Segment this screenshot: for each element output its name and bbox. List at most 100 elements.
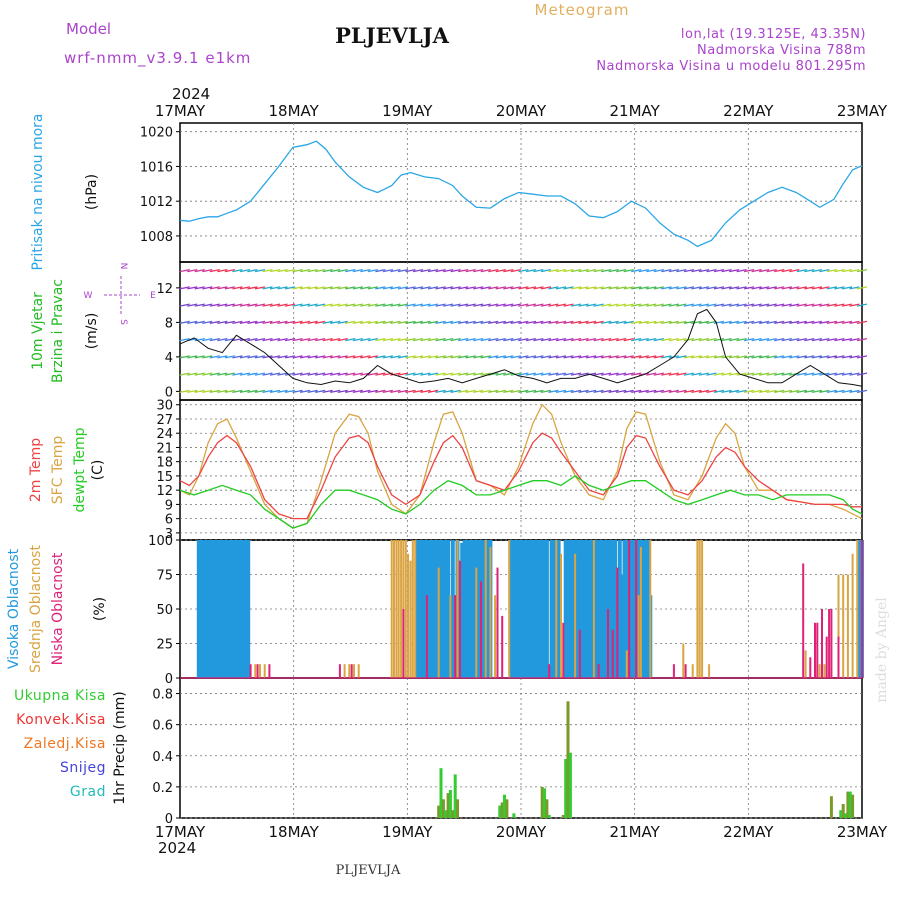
- wind-barb: [856, 389, 868, 394]
- wind-barb: [570, 320, 582, 325]
- wind-barb: [232, 355, 243, 359]
- wind-barb: [292, 372, 303, 376]
- wind-barb: [578, 303, 589, 307]
- wind-barb: [247, 389, 258, 394]
- wind-barb: [593, 268, 604, 273]
- wind-barb: [774, 389, 785, 394]
- wind-barb: [224, 268, 235, 273]
- wind-barb: [337, 303, 348, 307]
- altitude-label: Nadmorska Visina 788m: [697, 43, 866, 58]
- precip-bar: [839, 810, 843, 818]
- wind-barb: [706, 389, 717, 394]
- wind-barb: [194, 320, 205, 325]
- wind-barb: [743, 320, 755, 325]
- cloud-bar-0: [439, 540, 443, 678]
- wind-barb: [638, 389, 649, 394]
- precip-bar: [439, 768, 443, 818]
- wind-barb: [315, 337, 326, 342]
- cloud-bar-1: [560, 553, 562, 678]
- wind-barb: [269, 268, 281, 273]
- cloud-bar-1: [846, 574, 849, 678]
- wind-barb: [450, 355, 461, 359]
- cloud-bar-0: [540, 540, 545, 678]
- precip-bar: [512, 813, 516, 818]
- wind-barb: [239, 286, 251, 290]
- cloud-bar-0: [551, 540, 556, 678]
- wind-barb: [600, 389, 612, 394]
- wind-barb: [450, 268, 461, 273]
- ytick-label-pressure: 1016: [140, 160, 173, 175]
- wind-barb: [796, 303, 807, 307]
- cloud-bar-0: [196, 540, 201, 678]
- wind-barb: [435, 372, 446, 376]
- wind-barb: [179, 389, 190, 394]
- wind-barb: [510, 337, 521, 342]
- wind-barb: [510, 372, 521, 376]
- cloud-bar-0: [528, 540, 533, 678]
- wind-barb: [503, 286, 514, 290]
- wind-barb: [849, 337, 860, 342]
- cloud-bar-2: [597, 664, 600, 678]
- wind-barb: [488, 355, 499, 359]
- wind-barb: [352, 286, 363, 290]
- wind-barb: [480, 372, 491, 376]
- wind-barb: [397, 320, 409, 325]
- wind-barb: [247, 337, 258, 342]
- wind-barb: [269, 355, 281, 359]
- wind-barb: [683, 320, 695, 325]
- wind-barb: [209, 320, 220, 325]
- cloud-bar-2: [607, 609, 609, 678]
- wind-barb: [691, 286, 702, 290]
- wind-barb: [247, 320, 258, 325]
- wind-barb: [706, 355, 717, 359]
- wind-barb: [736, 268, 747, 273]
- wind-barb: [450, 389, 461, 394]
- wind-barb: [759, 268, 770, 273]
- cloud-bar-0: [215, 540, 220, 678]
- ytick-label-wind: 12: [156, 282, 173, 297]
- wind-barb: [706, 320, 717, 325]
- wind-barb: [187, 355, 198, 359]
- wind-barb: [841, 389, 853, 394]
- wind-barb: [804, 372, 815, 376]
- wind-barb: [292, 286, 303, 290]
- precip-legend-4: Grad: [70, 784, 106, 800]
- wind-barb: [488, 303, 499, 307]
- wind-barb: [826, 268, 838, 273]
- wind-barb: [743, 389, 755, 394]
- wind-barb: [442, 268, 454, 273]
- wind-barb: [269, 337, 281, 342]
- precip-bar: [844, 813, 847, 818]
- high-cloud-title: Visoka Oblacnost: [6, 548, 22, 669]
- wind-barb: [751, 303, 762, 307]
- wind-barb: [382, 268, 394, 273]
- wind-barb: [570, 337, 582, 342]
- wind-barb: [299, 303, 311, 307]
- model-altitude-label: Nadmorska Visina u modelu 801.295m: [596, 59, 866, 74]
- cloud-bar-1: [475, 567, 478, 678]
- wind-barb: [713, 372, 725, 376]
- wind-barb: [307, 268, 318, 273]
- precip-bar: [444, 810, 448, 818]
- wind-barb: [315, 303, 326, 307]
- wind-barb: [796, 268, 807, 273]
- wind-barb: [781, 286, 792, 290]
- wind-barb: [480, 268, 491, 273]
- wind-barb: [224, 355, 235, 359]
- wind-barb: [367, 372, 378, 376]
- wind-barb: [217, 320, 228, 325]
- wind-barb: [420, 372, 431, 376]
- wind-barb: [608, 268, 619, 273]
- precip-bar: [848, 791, 852, 818]
- wind-barb: [299, 372, 311, 376]
- wind-barb: [352, 268, 363, 273]
- wind-barb: [315, 372, 326, 376]
- wind-barb: [533, 320, 544, 325]
- wind-barb: [706, 286, 717, 290]
- wind-barb: [518, 320, 529, 325]
- wind-title-1: 10m Vjetar: [30, 292, 46, 370]
- wind-barb: [465, 286, 476, 290]
- wind-barb: [804, 303, 815, 307]
- wind-barb: [299, 320, 311, 325]
